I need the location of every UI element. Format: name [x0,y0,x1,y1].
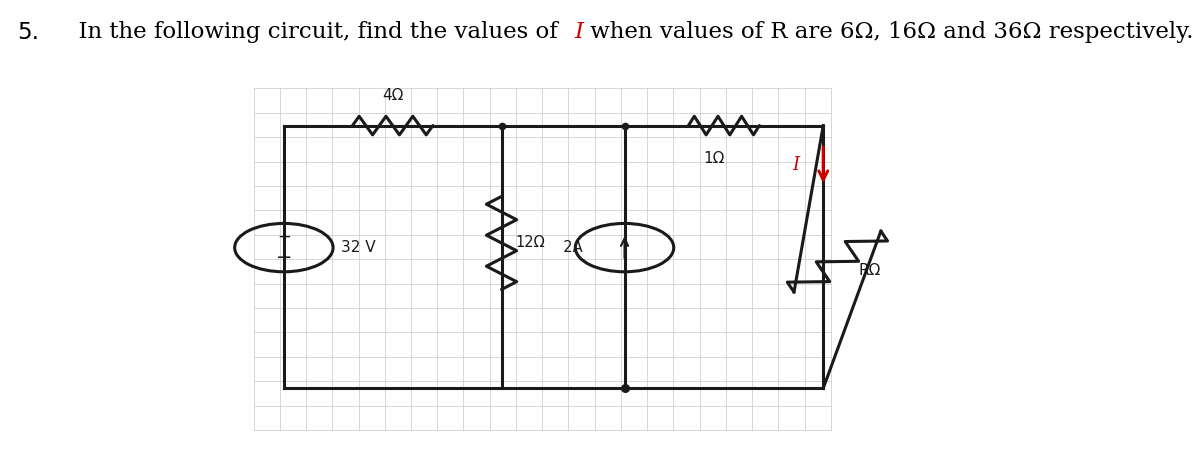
Text: 12Ω: 12Ω [516,235,545,251]
Text: when values of R are 6Ω, 16Ω and 36Ω respectively.: when values of R are 6Ω, 16Ω and 36Ω res… [583,21,1194,43]
Text: I: I [574,21,583,43]
Text: −: − [276,248,292,267]
Text: In the following circuit, find the values of: In the following circuit, find the value… [65,21,565,43]
Text: 5.: 5. [17,21,40,44]
Text: RΩ: RΩ [858,263,881,279]
Text: 4Ω: 4Ω [382,88,403,103]
Text: 32 V: 32 V [341,240,376,255]
Text: I: I [792,156,799,174]
Text: +: + [277,228,290,246]
Text: 1Ω: 1Ω [703,151,725,166]
Text: 2A: 2A [553,240,582,255]
